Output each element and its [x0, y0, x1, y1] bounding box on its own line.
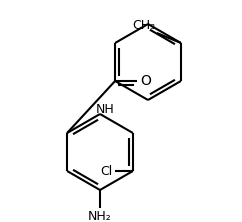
Text: CH₃: CH₃: [132, 19, 155, 32]
Text: NH₂: NH₂: [88, 210, 112, 222]
Text: O: O: [140, 74, 151, 88]
Text: NH: NH: [96, 103, 115, 115]
Text: Cl: Cl: [101, 165, 113, 178]
